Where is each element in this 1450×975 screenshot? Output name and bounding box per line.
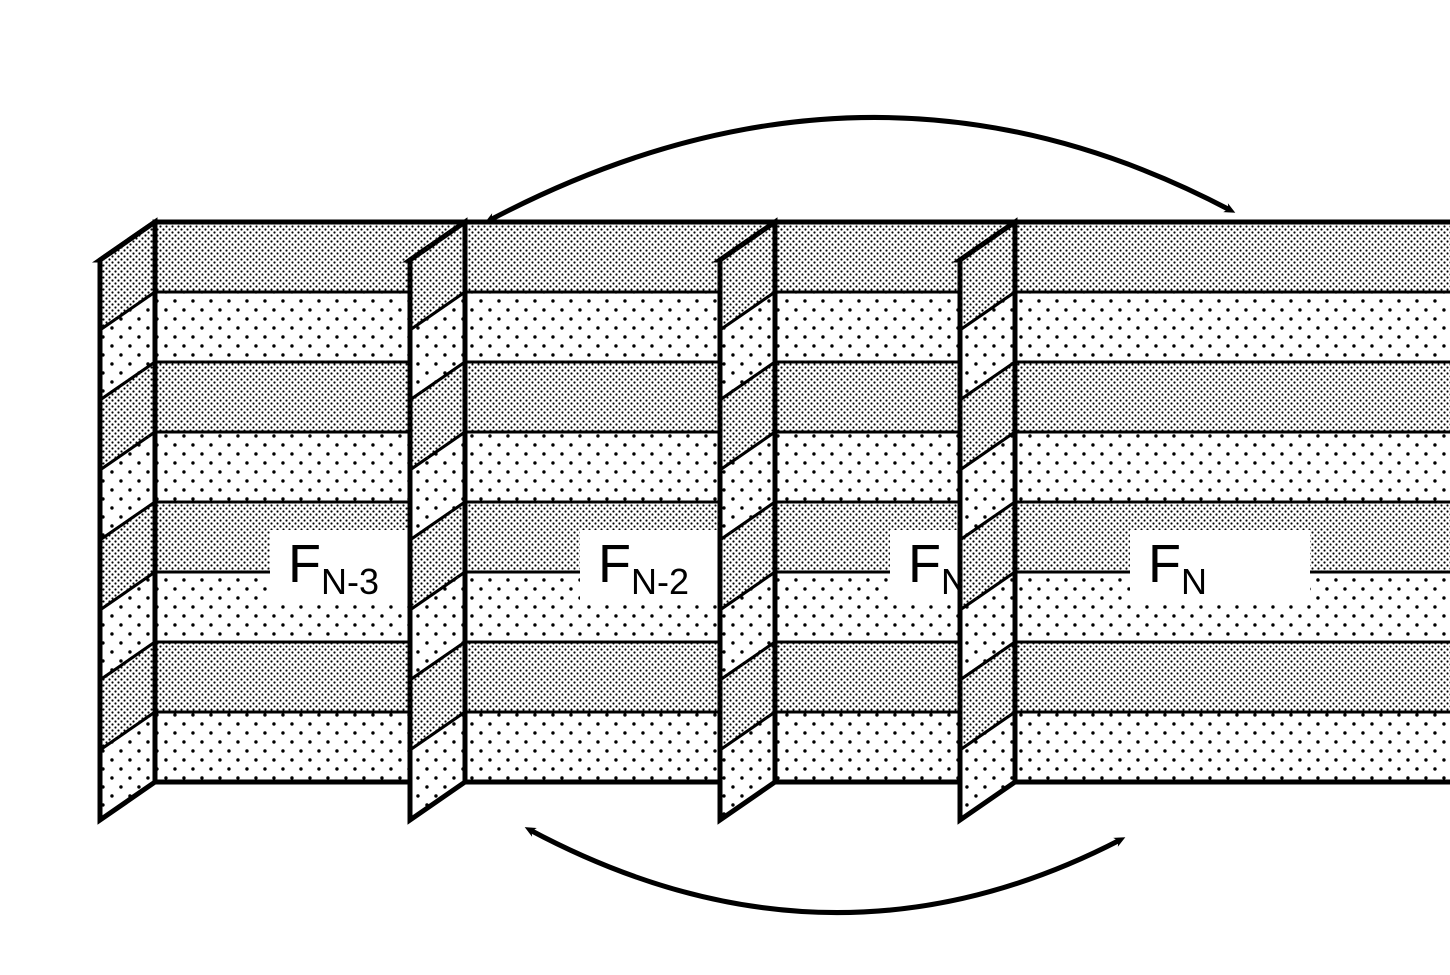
slab-front-band (1015, 432, 1450, 502)
double-headed-arc-arrow (530, 830, 1120, 913)
double-headed-arc-arrow (490, 117, 1230, 220)
slab-front-band (1015, 712, 1450, 782)
slab-front-band (1015, 642, 1450, 712)
slabs-layer: FN-3FN-2FN-1FN (100, 222, 1450, 820)
slab-front-band (1015, 362, 1450, 432)
frame-sequence-diagram: FN-3FN-2FN-1FN (0, 0, 1450, 975)
slab-front-band (1015, 222, 1450, 292)
slab-front-band (1015, 292, 1450, 362)
video-frame-slab: FN (960, 222, 1450, 820)
